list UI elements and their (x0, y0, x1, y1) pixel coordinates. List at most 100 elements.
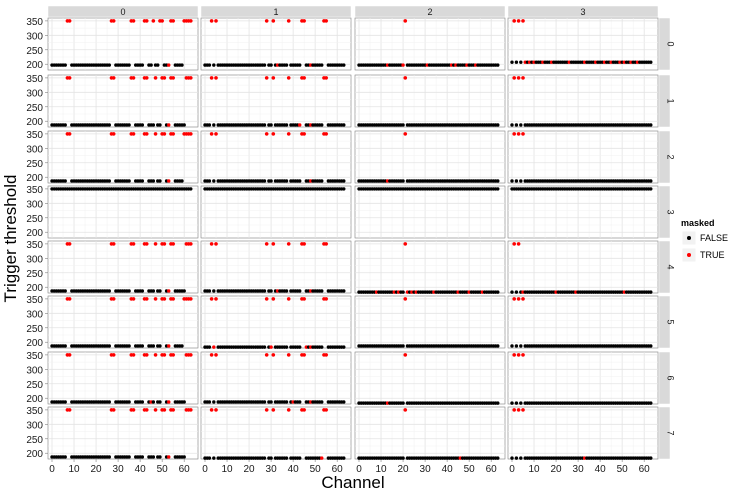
panel-background (507, 74, 659, 128)
point-masked (264, 408, 269, 412)
point-unmasked (269, 400, 273, 404)
point-unmasked (107, 400, 111, 404)
row-strip (658, 295, 671, 349)
point-unmasked (649, 456, 653, 460)
col-strip (200, 5, 352, 18)
point-unmasked (284, 345, 289, 349)
row-strip (658, 17, 671, 71)
point-masked (167, 123, 171, 127)
panel-background (354, 185, 506, 239)
row-strip (658, 351, 671, 405)
point-masked (302, 76, 306, 80)
point-masked (286, 76, 291, 80)
row-strip-label: 3 (666, 209, 676, 214)
point-masked (188, 19, 193, 23)
point-unmasked (269, 63, 273, 67)
point-unmasked (519, 123, 523, 127)
point-masked (302, 297, 306, 301)
point-unmasked (158, 179, 162, 183)
point-unmasked (284, 456, 289, 460)
point-unmasked (207, 456, 212, 460)
point-masked (67, 408, 72, 412)
point-unmasked (401, 179, 405, 183)
y-tick-label: 250 (26, 214, 43, 225)
x-tick-label: 10 (68, 464, 80, 475)
point-unmasked (514, 401, 519, 405)
point-unmasked (151, 455, 156, 459)
point-unmasked (649, 290, 653, 294)
panel-background (200, 130, 352, 184)
x-tick-label: 40 (442, 464, 454, 475)
panel-background (47, 240, 199, 294)
point-unmasked (320, 63, 324, 67)
panel-background (354, 351, 506, 405)
point-unmasked (510, 60, 514, 64)
panel-background (507, 406, 659, 460)
point-masked (67, 132, 72, 136)
col-strip-label: 0 (120, 7, 125, 17)
point-masked (111, 408, 116, 412)
point-masked (160, 19, 164, 23)
point-unmasked (212, 400, 216, 404)
panel-background (200, 74, 352, 128)
point-masked (521, 353, 525, 357)
point-masked (171, 353, 175, 357)
point-masked (167, 455, 171, 459)
point-masked (512, 19, 517, 23)
panel-background (47, 295, 199, 349)
point-masked (214, 353, 218, 357)
point-unmasked (182, 289, 186, 293)
point-unmasked (284, 400, 289, 404)
y-tick-label: 300 (26, 88, 43, 99)
panel-background (200, 351, 352, 405)
point-masked (324, 353, 328, 357)
point-unmasked (284, 63, 289, 67)
point-unmasked (342, 123, 346, 127)
point-masked (131, 408, 136, 412)
point-unmasked (401, 401, 405, 405)
x-tick-label: 10 (375, 464, 387, 475)
x-tick-label: 50 (157, 464, 169, 475)
point-masked (324, 408, 328, 412)
point-unmasked (149, 63, 153, 67)
point-unmasked (207, 123, 212, 127)
point-masked (144, 353, 149, 357)
point-masked (516, 76, 521, 80)
point-masked (167, 344, 171, 348)
x-tick-label: 0 (202, 464, 208, 475)
point-unmasked (158, 123, 162, 127)
point-masked (302, 242, 306, 246)
point-unmasked (496, 187, 500, 191)
point-unmasked (180, 179, 184, 183)
point-unmasked (207, 63, 212, 67)
x-tick-label: 30 (573, 464, 585, 475)
point-unmasked (320, 289, 324, 293)
x-tick-label: 40 (288, 464, 300, 475)
row-strip-label: 0 (666, 41, 676, 46)
point-unmasked (401, 123, 405, 127)
y-tick-label: 250 (26, 159, 43, 170)
point-unmasked (212, 123, 216, 127)
panel-background (507, 185, 659, 239)
point-unmasked (519, 401, 523, 405)
y-tick-label: 200 (26, 338, 43, 349)
point-unmasked (510, 401, 514, 405)
point-unmasked (63, 289, 67, 293)
x-tick-label: 40 (135, 464, 147, 475)
y-tick-label: 200 (26, 449, 43, 460)
point-masked (264, 353, 269, 357)
point-unmasked (63, 455, 67, 459)
point-masked (167, 63, 171, 67)
point-unmasked (298, 289, 302, 293)
point-masked (286, 242, 291, 246)
panel-background (354, 17, 506, 71)
point-unmasked (514, 290, 519, 294)
point-masked (111, 353, 116, 357)
point-masked (271, 132, 276, 136)
point-unmasked (156, 63, 160, 67)
point-masked (264, 132, 269, 136)
point-masked (286, 353, 291, 357)
y-tick-label: 250 (26, 46, 43, 57)
point-unmasked (269, 179, 273, 183)
